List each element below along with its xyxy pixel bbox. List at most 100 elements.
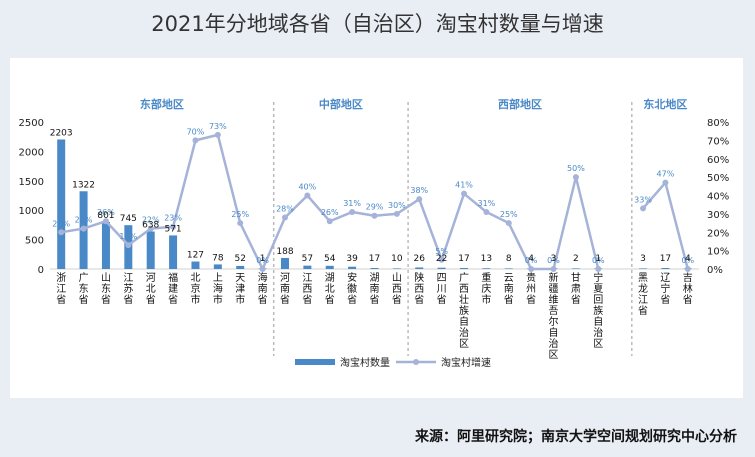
y-right-tick-label: 10% bbox=[707, 247, 729, 258]
legend-line-marker bbox=[413, 359, 419, 365]
line-segment bbox=[127, 227, 152, 247]
line-segment bbox=[396, 198, 420, 215]
line-point bbox=[371, 212, 378, 219]
line-point bbox=[147, 225, 154, 232]
bar bbox=[571, 268, 580, 269]
line-point bbox=[505, 220, 512, 227]
bar-value-label: 4 bbox=[685, 254, 691, 264]
pct-label: 0% bbox=[681, 256, 694, 265]
chart-panel: 0 500 1000 1500 2000 2500 0% 10% 20% 30% 40% 50% 60%… bbox=[10, 58, 743, 398]
pct-label: 22% bbox=[75, 216, 93, 225]
category-label: 江西省 bbox=[302, 272, 312, 306]
category-label: 四川省 bbox=[437, 273, 447, 306]
category-label: 吉林省 bbox=[683, 272, 693, 306]
bar-value-label: 22 bbox=[436, 254, 447, 264]
y-right-tick-label: 0% bbox=[707, 265, 723, 276]
legend-bar-swatch bbox=[295, 359, 335, 365]
bar bbox=[191, 261, 200, 269]
line-point bbox=[572, 174, 579, 181]
bar bbox=[325, 265, 334, 269]
pct-label: 0% bbox=[547, 256, 560, 265]
category-label: 上海市 bbox=[213, 272, 223, 306]
pct-label: 13% bbox=[119, 232, 137, 241]
bar bbox=[280, 257, 289, 269]
pct-label: 40% bbox=[298, 183, 316, 192]
bar-value-label: 2 bbox=[573, 254, 579, 264]
bar bbox=[504, 268, 513, 269]
pct-label: 31% bbox=[478, 199, 496, 208]
bar bbox=[437, 267, 446, 269]
line-point bbox=[416, 196, 423, 203]
category-label: 安徽省 bbox=[347, 271, 357, 306]
pct-label: 26% bbox=[321, 208, 339, 217]
bar-value-label: 1 bbox=[595, 254, 601, 264]
line-point bbox=[684, 266, 691, 272]
category-label: 江苏省 bbox=[123, 272, 133, 306]
category-label: 新疆维吾尔自治区 bbox=[549, 271, 559, 361]
pct-label: 28% bbox=[276, 205, 294, 214]
bar bbox=[482, 268, 491, 269]
pct-label: 0% bbox=[525, 256, 538, 265]
line-point bbox=[349, 209, 356, 216]
pct-label: 31% bbox=[343, 199, 361, 208]
bar bbox=[348, 266, 357, 269]
category-label: 湖北省 bbox=[325, 272, 335, 306]
line-point bbox=[662, 179, 669, 186]
line-point bbox=[528, 266, 535, 272]
line-point bbox=[393, 210, 400, 217]
pct-label: 23% bbox=[164, 214, 182, 223]
bar-value-label: 638 bbox=[142, 220, 159, 230]
category-label: 山西省 bbox=[392, 272, 402, 306]
category-label: 福建省 bbox=[168, 271, 178, 306]
region-label: 东部地区 bbox=[140, 97, 184, 111]
y-right-tick-label: 50% bbox=[707, 173, 729, 184]
bar bbox=[101, 221, 110, 269]
line-segment bbox=[463, 192, 488, 214]
line-segment bbox=[171, 140, 197, 228]
y-left-tick-label: 0 bbox=[38, 265, 44, 276]
line-segment bbox=[574, 176, 600, 270]
bar-value-label: 801 bbox=[97, 211, 114, 221]
category-label: 黑龙江省 bbox=[638, 272, 648, 317]
bar bbox=[639, 268, 648, 269]
bar-value-label: 17 bbox=[660, 254, 671, 264]
pct-label: 30% bbox=[388, 201, 406, 210]
y-right-tick-label: 30% bbox=[707, 210, 729, 221]
legend-line-label: 淘宝村增速 bbox=[441, 356, 491, 369]
legend-bar-label: 淘宝村数量 bbox=[340, 356, 390, 369]
line-point bbox=[438, 256, 445, 263]
pct-label: 73% bbox=[209, 122, 227, 131]
line-point bbox=[259, 266, 266, 272]
y-left-tick-label: 2000 bbox=[19, 147, 44, 158]
y-right-tick-label: 60% bbox=[707, 155, 729, 166]
pct-label: 5% bbox=[435, 247, 448, 256]
bar bbox=[213, 264, 222, 269]
bar bbox=[303, 265, 312, 269]
bar-value-label: 127 bbox=[187, 251, 204, 261]
category-label: 河北省 bbox=[146, 272, 156, 306]
line-segment bbox=[306, 194, 331, 223]
bar bbox=[661, 268, 670, 269]
bar bbox=[415, 267, 424, 269]
line-point bbox=[550, 266, 557, 272]
line-segment bbox=[507, 222, 533, 270]
region-label: 东北地区 bbox=[643, 97, 687, 111]
line-point bbox=[281, 214, 288, 221]
bar bbox=[146, 231, 155, 269]
line-segment bbox=[105, 220, 130, 246]
bar-value-label: 57 bbox=[302, 254, 313, 264]
y-right-tick-label: 80% bbox=[707, 118, 729, 129]
bar-value-label: 52 bbox=[234, 254, 245, 264]
pct-label: 29% bbox=[366, 203, 384, 212]
bar-value-label: 8 bbox=[506, 254, 512, 264]
line-point bbox=[483, 209, 490, 216]
line-point bbox=[102, 218, 109, 225]
pct-label: 38% bbox=[410, 186, 428, 195]
source-note: 来源：阿里研究院；南京大学空间规划研究中心分析 bbox=[415, 429, 737, 445]
line-segment bbox=[284, 194, 309, 219]
category-label: 湖南省 bbox=[370, 272, 380, 306]
line-segment bbox=[216, 134, 242, 224]
chart-svg: 050010001500200025000%10%20%30%40%50%60%… bbox=[19, 97, 730, 369]
line-point bbox=[170, 223, 177, 230]
bar-value-label: 54 bbox=[324, 254, 336, 264]
